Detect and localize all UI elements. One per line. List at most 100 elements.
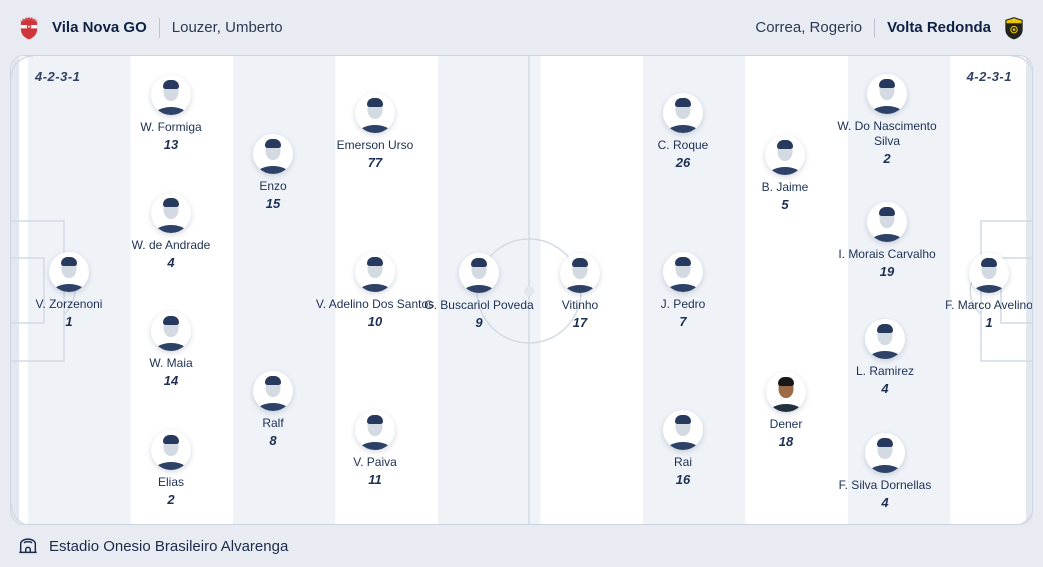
avatar-jersey — [155, 343, 187, 351]
player-name: V. Zorzenoni — [35, 297, 103, 311]
avatar-jersey — [667, 442, 699, 450]
player-elias[interactable]: Elias 2 — [96, 430, 246, 508]
player-number: 11 — [368, 472, 382, 487]
avatar-jersey — [53, 284, 85, 292]
player-name: F. Marco Avelino — [945, 298, 1033, 312]
player-name: L. Ramirez — [855, 364, 914, 378]
player-name: V. Adelino Dos Santos — [315, 297, 435, 311]
player-number: 16 — [675, 472, 691, 487]
avatar-jersey — [769, 167, 801, 175]
player-w-de-andrade[interactable]: W. de Andrade 4 — [96, 193, 246, 271]
avatar-jersey — [564, 285, 596, 293]
player-number: 17 — [572, 315, 588, 330]
avatar-jersey — [359, 284, 391, 292]
player-c-roque[interactable]: C. Roque 26 — [608, 93, 758, 171]
avatar-hair — [471, 258, 487, 267]
player-g-buscariol-poveda[interactable]: G. Buscariol Poveda 9 — [404, 253, 554, 331]
player-v-adelino-dos-santos[interactable]: V. Adelino Dos Santos 10 — [300, 252, 450, 330]
player-number: 4 — [881, 495, 889, 510]
away-team-name[interactable]: Volta Redonda — [887, 19, 991, 36]
home-coach-name[interactable]: Louzer, Umberto — [171, 19, 283, 36]
player-avatar — [151, 193, 191, 233]
player-l-ramirez[interactable]: L. Ramirez 4 — [810, 319, 960, 397]
player-avatar — [865, 433, 905, 473]
stadium-icon — [19, 538, 37, 554]
player-avatar — [969, 253, 1009, 293]
player-w-maia[interactable]: W. Maia 14 — [96, 311, 246, 389]
away-coach-name[interactable]: Correa, Rogerio — [755, 19, 863, 36]
avatar-hair — [163, 198, 179, 207]
avatar-hair — [572, 258, 588, 267]
player-f-marco-avelino[interactable]: F. Marco Avelino 1 — [914, 253, 1033, 331]
player-v-zorzenoni[interactable]: V. Zorzenoni 1 — [11, 252, 144, 330]
player-name: W. Do Nascimento Silva — [837, 119, 937, 148]
avatar-jersey — [667, 284, 699, 292]
player-avatar — [151, 75, 191, 115]
avatar-jersey — [155, 107, 187, 115]
avatar-hair — [265, 139, 281, 148]
home-team-name[interactable]: Vila Nova GO — [52, 19, 147, 36]
venue-footer: Estadio Onesio Brasileiro Alvarenga — [0, 525, 1043, 567]
player-number: 10 — [367, 314, 383, 329]
away-team-block[interactable]: Volta Redonda — [887, 15, 1027, 41]
avatar-jersey — [155, 462, 187, 470]
player-enzo[interactable]: Enzo 15 — [198, 134, 348, 212]
avatar-jersey — [869, 351, 901, 359]
player-j-pedro[interactable]: J. Pedro 7 — [608, 252, 758, 330]
player-f-silva-dornellas[interactable]: F. Silva Dornellas 4 — [810, 433, 960, 511]
avatar-hair — [877, 324, 893, 333]
player-avatar — [766, 372, 806, 412]
header-divider-right — [874, 17, 876, 38]
player-b-jaime[interactable]: B. Jaime 5 — [710, 135, 860, 213]
home-team-block[interactable]: Vila Nova GO — [16, 15, 147, 41]
player-dener[interactable]: Dener 18 — [711, 372, 861, 450]
player-number: 5 — [781, 197, 789, 212]
player-number: 2 — [167, 492, 175, 507]
player-w-do-nascimento-silva[interactable]: W. Do Nascimento Silva 2 — [812, 74, 962, 167]
avatar-hair — [675, 257, 691, 266]
avatar-hair — [777, 140, 793, 149]
avatar-jersey — [359, 442, 391, 450]
avatar-jersey — [871, 234, 903, 242]
football-pitch: 4-2-3-1 4-2-3-1 V. Zorzenoni 1 W. Formig… — [10, 55, 1033, 525]
avatar-hair — [879, 79, 895, 88]
avatar-hair — [265, 376, 281, 385]
player-number: 4 — [881, 381, 889, 396]
player-emerson-urso[interactable]: Emerson Urso 77 — [300, 93, 450, 171]
player-avatar — [560, 253, 600, 293]
player-name: W. Formiga — [140, 120, 202, 134]
player-number: 4 — [167, 255, 175, 270]
player-number: 9 — [475, 315, 483, 330]
player-rai[interactable]: Rai 16 — [608, 410, 758, 488]
player-v-paiva[interactable]: V. Paiva 11 — [300, 410, 450, 488]
player-name: Rai — [673, 455, 692, 469]
player-name: F. Silva Dornellas — [838, 478, 932, 492]
player-name: W. de Andrade — [131, 238, 211, 252]
player-number: 7 — [679, 314, 687, 329]
avatar-hair — [879, 207, 895, 216]
player-avatar — [867, 202, 907, 242]
avatar-hair — [367, 415, 383, 424]
player-name: G. Buscariol Poveda — [424, 298, 534, 312]
player-avatar — [151, 311, 191, 351]
player-name: I. Morais Carvalho — [838, 247, 936, 261]
player-name: W. Maia — [149, 356, 193, 370]
venue-name: Estadio Onesio Brasileiro Alvarenga — [49, 537, 289, 555]
player-vitinho[interactable]: Vitinho 17 — [505, 253, 655, 331]
player-number: 18 — [778, 434, 794, 449]
player-w-formiga[interactable]: W. Formiga 13 — [96, 75, 246, 153]
player-name: Elias — [157, 475, 184, 489]
avatar-hair — [778, 377, 794, 386]
player-ralf[interactable]: Ralf 8 — [198, 371, 348, 449]
player-avatar — [663, 93, 703, 133]
avatar-jersey — [463, 285, 495, 293]
player-i-morais-carvalho[interactable]: I. Morais Carvalho 19 — [812, 202, 962, 280]
player-avatar — [253, 371, 293, 411]
player-avatar — [355, 252, 395, 292]
player-name: Dener — [769, 417, 803, 431]
player-number: 1 — [985, 315, 993, 330]
avatar-hair — [163, 80, 179, 89]
player-avatar — [355, 93, 395, 133]
player-name: Emerson Urso — [336, 138, 414, 152]
avatar-jersey — [359, 125, 391, 133]
